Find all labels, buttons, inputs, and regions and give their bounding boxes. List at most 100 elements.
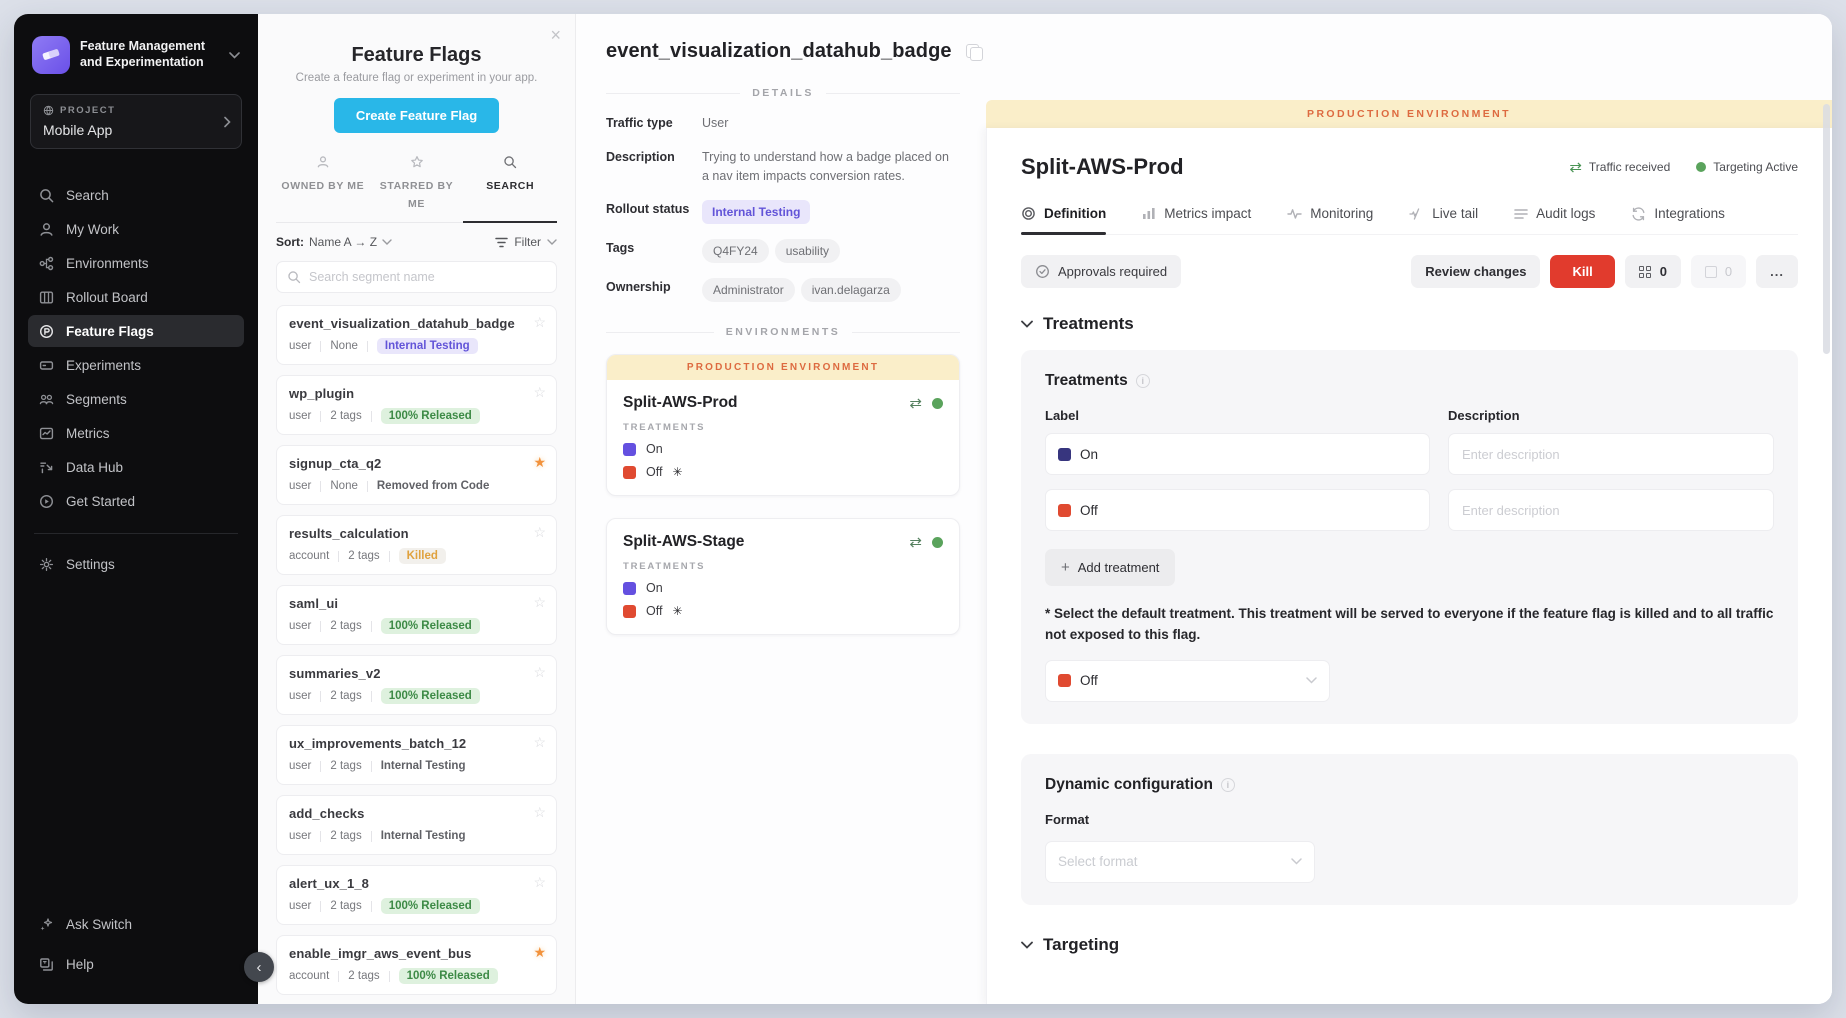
status-dot: [932, 397, 943, 409]
flag-status-badge: Internal Testing: [380, 830, 466, 842]
tab-monitoring[interactable]: Monitoring: [1287, 206, 1373, 234]
traffic-received-status: ⇄ Traffic received: [1569, 159, 1671, 176]
sidebar-item-experiments[interactable]: Experiments: [28, 349, 244, 381]
sidebar-item-environments[interactable]: Environments: [28, 247, 244, 279]
flag-list-item[interactable]: add_checks user 2 tags Internal Testing: [276, 795, 557, 855]
sidebar-item-ask-switch[interactable]: Ask Switch: [28, 908, 244, 940]
flag-tags-count: 2 tags: [330, 690, 362, 702]
tab-definition[interactable]: Definition: [1021, 206, 1107, 235]
sidebar-item-search[interactable]: Search: [28, 179, 244, 211]
environment-card-stage[interactable]: Split-AWS-Stage ⇄ TREATMENTS On Off ✳: [606, 518, 960, 636]
sort-dropdown[interactable]: Sort: Name A → Z: [276, 235, 392, 249]
sidebar-item-segments[interactable]: Segments: [28, 383, 244, 415]
sidebar-item-rollout-board[interactable]: Rollout Board: [28, 281, 244, 313]
star-icon[interactable]: [533, 874, 546, 891]
kill-button[interactable]: Kill: [1550, 255, 1615, 288]
copy-icon[interactable]: [965, 43, 983, 61]
default-treatment-note: * Select the default treatment. This tre…: [1045, 606, 1774, 642]
treatments-label: TREATMENTS: [623, 422, 706, 434]
close-icon[interactable]: ×: [550, 25, 561, 45]
treatment-row: Off ✳: [623, 465, 943, 479]
flag-status-badge: 100% Released: [380, 618, 480, 634]
format-select[interactable]: Select format: [1045, 840, 1315, 883]
treatment-row: On: [623, 442, 943, 456]
tab-live-tail[interactable]: Live tail: [1409, 206, 1478, 234]
flag-list-item[interactable]: alert_ux_1_8 user 2 tags 100% Released: [276, 865, 557, 925]
review-changes-button[interactable]: Review changes: [1411, 255, 1541, 288]
sidebar-item-metrics[interactable]: Metrics: [28, 417, 244, 449]
filter-icon: [495, 237, 509, 248]
brand[interactable]: Feature Management and Experimentation: [28, 36, 244, 74]
flag-list-item[interactable]: results_calculation account 2 tags Kille…: [276, 515, 557, 575]
flag-list-item[interactable]: ux_improvements_batch_12 user 2 tags Int…: [276, 725, 557, 785]
treatment-label-input[interactable]: On: [1045, 433, 1430, 475]
sidebar-nav: Search My Work Environments Rollout Boar…: [28, 179, 244, 517]
star-icon[interactable]: [533, 314, 546, 331]
targeting-section-header[interactable]: Targeting: [1021, 935, 1798, 955]
help-book-icon: [38, 956, 54, 972]
sidebar-item-settings[interactable]: Settings: [28, 548, 244, 580]
star-icon[interactable]: [533, 944, 546, 961]
star-icon[interactable]: [533, 524, 546, 541]
environment-definition-panel: PRODUCTION ENVIRONMENT Split-AWS-Prod ⇄ …: [986, 14, 1832, 1004]
sidebar-item-data-hub[interactable]: Data Hub: [28, 451, 244, 483]
flags-search-input[interactable]: [309, 270, 546, 284]
sidebar-item-my-work[interactable]: My Work: [28, 213, 244, 245]
star-icon[interactable]: [533, 734, 546, 751]
flag-list-item[interactable]: wp_plugin user 2 tags 100% Released: [276, 375, 557, 435]
treatment-label-input[interactable]: Off: [1045, 489, 1430, 531]
sidebar-item-get-started[interactable]: Get Started: [28, 485, 244, 517]
tab-integrations[interactable]: Integrations: [1631, 206, 1725, 234]
flag-list-item[interactable]: signup_cta_q2 user None Removed from Cod…: [276, 445, 557, 505]
create-feature-flag-button[interactable]: Create Feature Flag: [333, 98, 500, 133]
tab-audit-logs[interactable]: Audit logs: [1514, 206, 1595, 234]
sidebar-collapse-handle[interactable]: ‹: [244, 952, 274, 982]
star-icon[interactable]: [533, 664, 546, 681]
tag-pill[interactable]: usability: [774, 239, 841, 264]
flag-list-item[interactable]: saml_ui user 2 tags 100% Released: [276, 585, 557, 645]
approvals-required-button[interactable]: Approvals required: [1021, 255, 1182, 288]
owner-pill[interactable]: Administrator: [702, 278, 795, 303]
flag-traffic-type: user: [289, 410, 312, 422]
star-icon[interactable]: [533, 594, 546, 611]
star-icon[interactable]: [533, 384, 546, 401]
flag-status-badge: Internal Testing: [376, 338, 478, 354]
tab-starred-by-me[interactable]: STARRED BY ME: [370, 149, 464, 222]
sidebar-item-feature-flags[interactable]: Feature Flags: [28, 315, 244, 347]
treatments-section-header[interactable]: Treatments: [1021, 314, 1798, 334]
chevron-down-icon: [1291, 858, 1302, 865]
sidebar-item-help[interactable]: Help: [28, 948, 244, 980]
integrations-icon: [1631, 206, 1646, 221]
add-treatment-button[interactable]: + Add treatment: [1045, 549, 1176, 586]
filter-dropdown[interactable]: Filter: [495, 235, 557, 249]
environment-name: Split-AWS-Stage: [623, 533, 745, 551]
treatment-description-input[interactable]: [1448, 433, 1774, 475]
flag-tags-count: 2 tags: [330, 830, 362, 842]
flag-meta: user None Internal Testing: [289, 338, 544, 354]
flag-status-badge: Removed from Code: [376, 480, 490, 492]
cube-icon: [43, 105, 54, 116]
tab-metrics-impact[interactable]: Metrics impact: [1142, 206, 1251, 234]
more-options-button[interactable]: ...: [1756, 255, 1798, 288]
flags-search-box: [276, 261, 557, 293]
environment-card-prod[interactable]: PRODUCTION ENVIRONMENT Split-AWS-Prod ⇄ …: [606, 354, 960, 497]
live-tail-icon: [1409, 207, 1424, 220]
grid-count-button[interactable]: 0: [1624, 255, 1681, 288]
treatment-description-input[interactable]: [1448, 489, 1774, 531]
vertical-scrollbar-thumb[interactable]: [1823, 104, 1830, 354]
tag-pill[interactable]: Q4FY24: [702, 239, 769, 264]
experiments-icon: [38, 357, 54, 373]
flag-list-item[interactable]: summaries_v2 user 2 tags 100% Released: [276, 655, 557, 715]
flag-list-item[interactable]: enable_imgr_aws_event_bus account 2 tags…: [276, 935, 557, 995]
treatments-label: TREATMENTS: [623, 561, 706, 573]
default-treatment-select[interactable]: Off: [1045, 659, 1330, 702]
tab-search[interactable]: SEARCH: [463, 149, 558, 223]
star-icon[interactable]: [533, 454, 546, 471]
project-selector[interactable]: PROJECT Mobile App: [30, 94, 242, 149]
list-icon: [1514, 208, 1528, 220]
owner-pill[interactable]: ivan.delagarza: [800, 278, 901, 303]
tab-owned-by-me[interactable]: OWNED BY ME: [276, 149, 370, 222]
flag-list-item[interactable]: event_visualization_datahub_badge user N…: [276, 305, 557, 365]
star-icon[interactable]: [533, 804, 546, 821]
plus-icon: +: [1061, 559, 1070, 576]
